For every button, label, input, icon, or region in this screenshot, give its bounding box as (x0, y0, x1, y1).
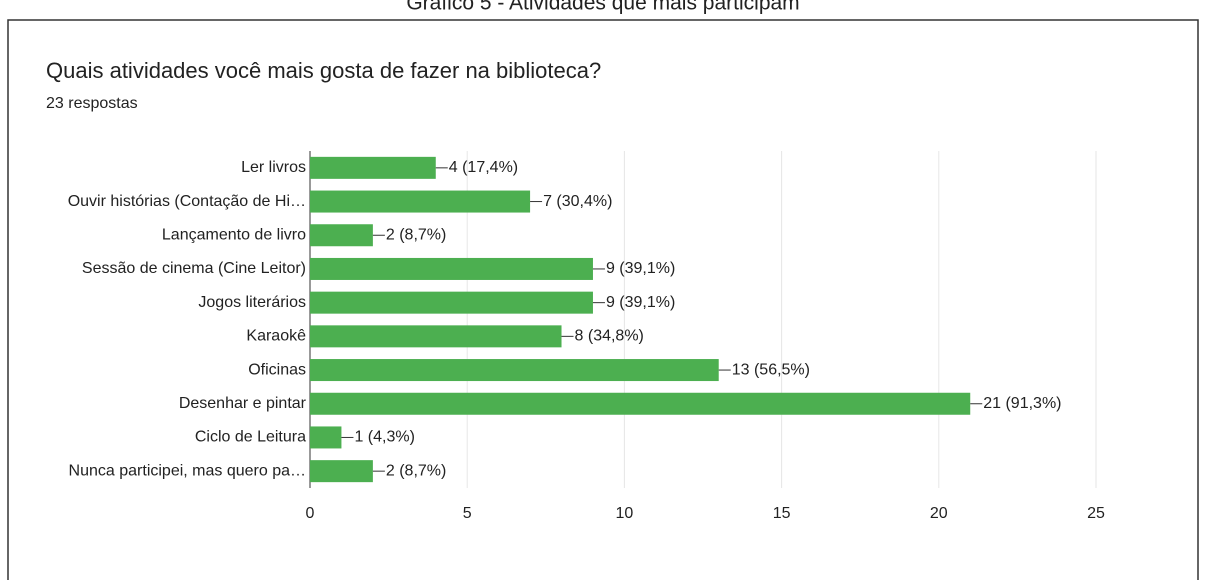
data-label: 7 (30,4%) (543, 193, 612, 210)
data-label: 1 (4,3%) (354, 429, 414, 446)
data-label: 9 (39,1%) (606, 260, 675, 277)
x-tick-label: 5 (463, 505, 472, 522)
caption: Gráfico 5 - Atividades que mais particip… (406, 0, 799, 15)
y-tick-label: Desenhar e pintar (179, 395, 307, 412)
y-tick-label: Ciclo de Leitura (195, 429, 306, 446)
y-tick-label: Oficinas (248, 361, 306, 378)
bar (310, 257, 593, 280)
bar (310, 460, 373, 483)
data-label: 8 (34,8%) (575, 328, 644, 345)
y-tick-label: Ler livros (241, 159, 306, 176)
data-label: 2 (8,7%) (386, 226, 446, 243)
x-tick-label: 25 (1087, 505, 1105, 522)
y-tick-label: Karaokê (246, 328, 306, 345)
bar (310, 359, 719, 382)
data-label: 13 (56,5%) (732, 361, 810, 378)
x-tick-label: 0 (306, 505, 315, 522)
data-label: 2 (8,7%) (386, 462, 446, 479)
x-tick-label: 15 (773, 505, 791, 522)
bar (310, 190, 531, 213)
y-tick-label: Nunca participei, mas quero pa… (69, 462, 306, 479)
y-tick-label: Sessão de cinema (Cine Leitor) (82, 260, 306, 277)
y-tick-label: Jogos literários (198, 294, 306, 311)
data-label: 9 (39,1%) (606, 294, 675, 311)
bar (310, 426, 342, 449)
bar (310, 392, 971, 415)
data-label: 21 (91,3%) (983, 395, 1061, 412)
bar (310, 156, 436, 179)
bar (310, 291, 593, 314)
x-tick-label: 10 (616, 505, 634, 522)
bar (310, 224, 373, 247)
bar (310, 325, 562, 348)
chart-subtitle: 23 respostas (46, 95, 138, 112)
data-label: 4 (17,4%) (449, 159, 518, 176)
frame (7, 19, 1199, 580)
x-tick-label: 20 (930, 505, 948, 522)
y-tick-label: Ouvir histórias (Contação de Hi… (68, 193, 306, 210)
chart-title: Quais atividades você mais gosta de faze… (46, 58, 601, 83)
y-tick-label: Lançamento de livro (162, 226, 306, 243)
